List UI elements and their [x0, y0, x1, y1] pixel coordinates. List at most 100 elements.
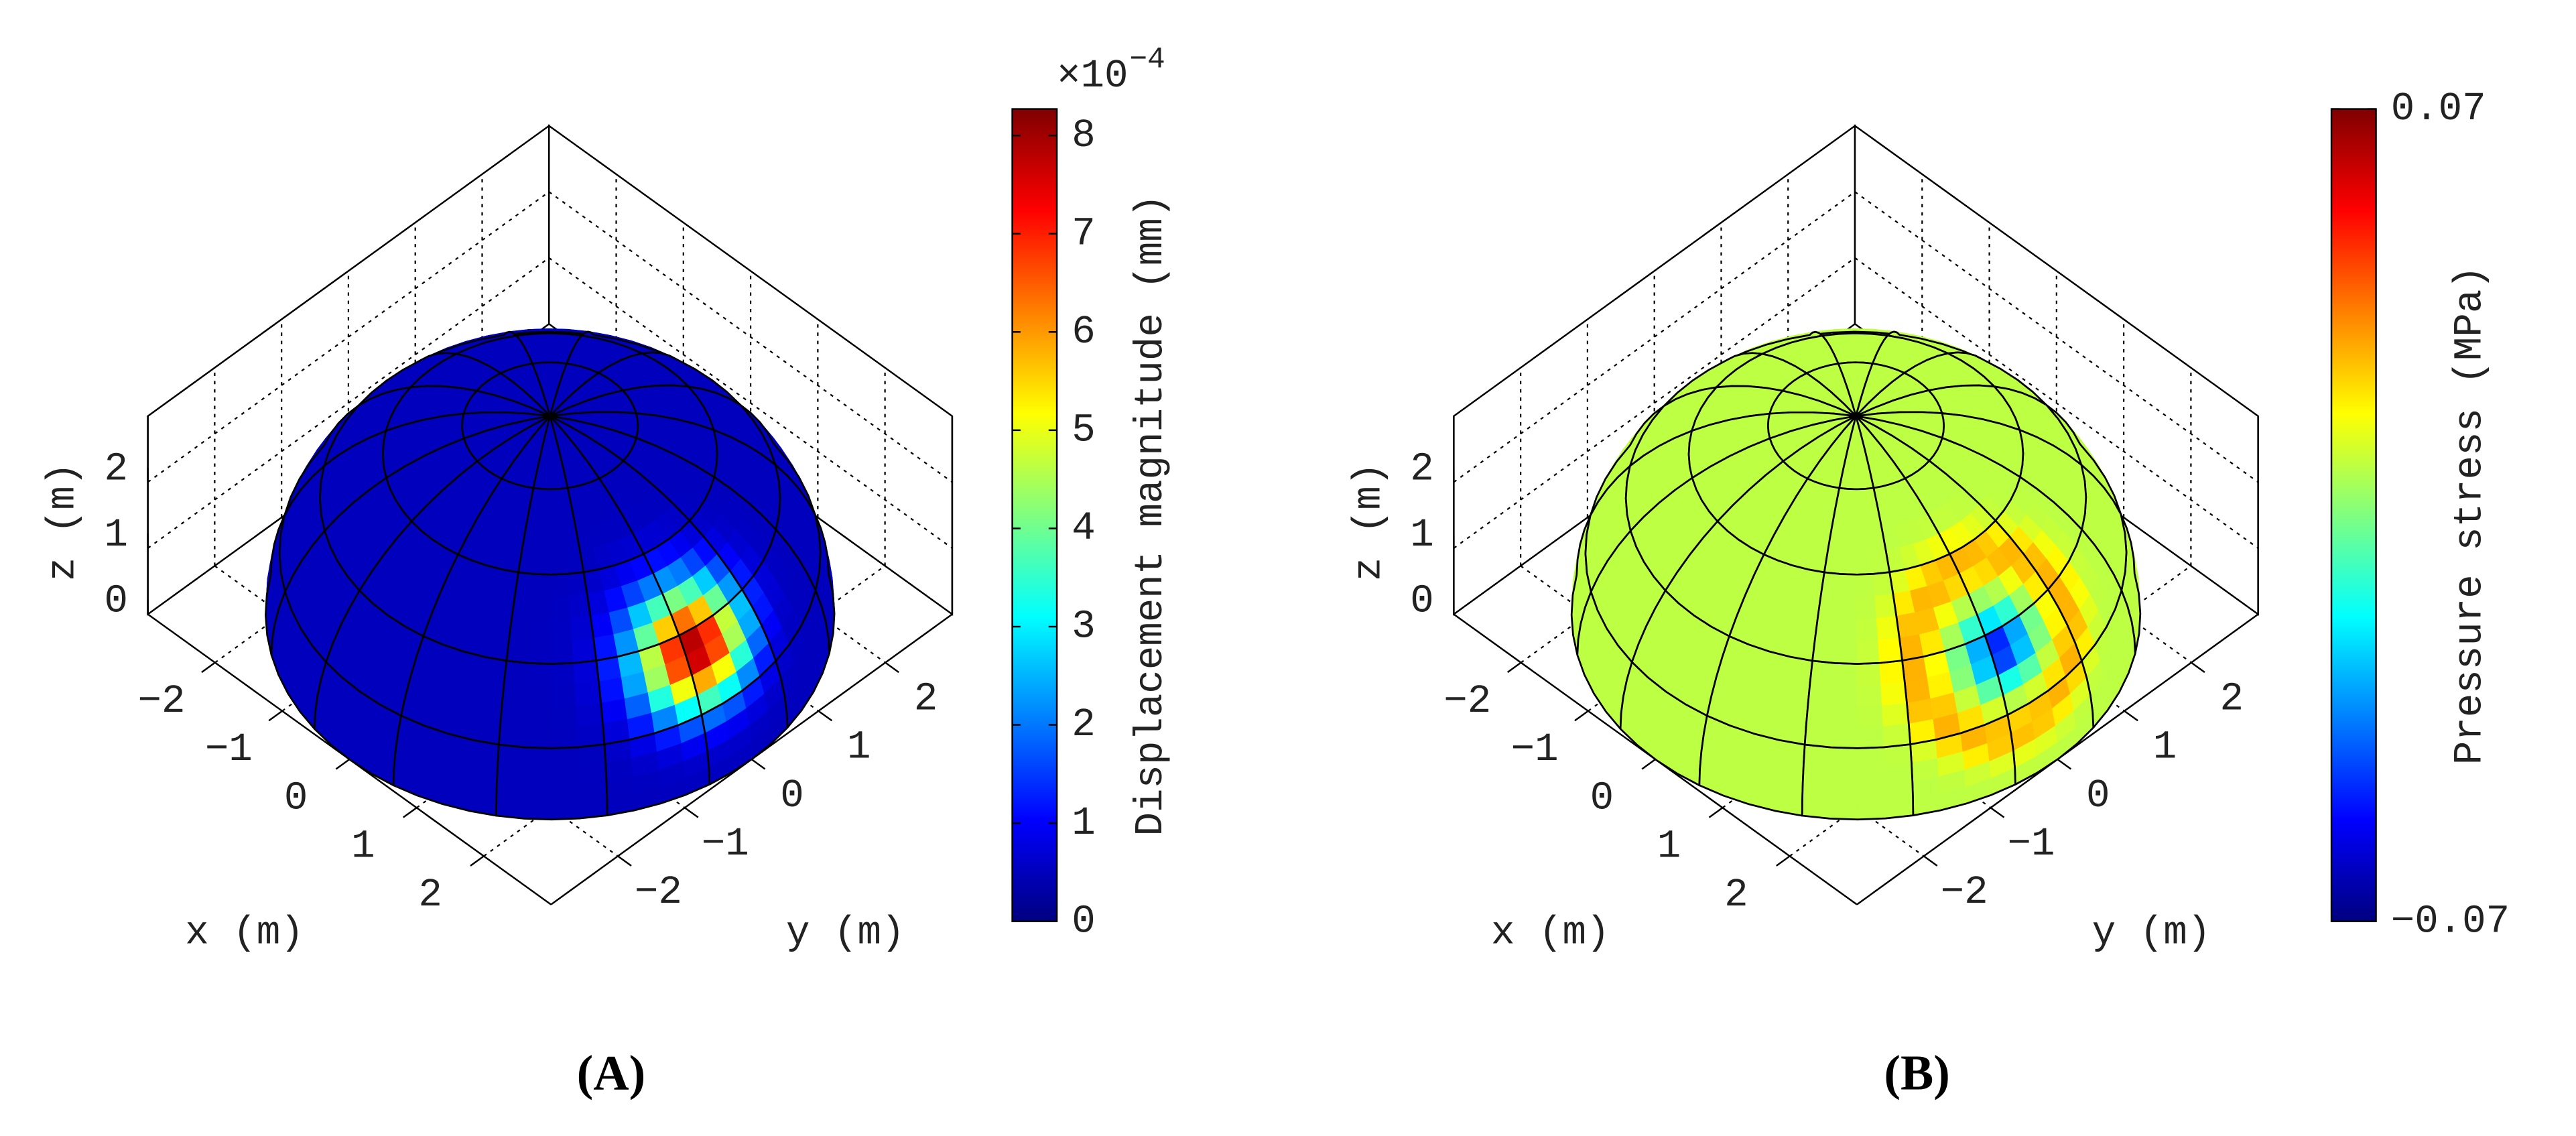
surface-patch	[1845, 488, 1858, 511]
surface-patch	[1829, 802, 1858, 820]
surface-patch	[1856, 662, 1882, 687]
surface-patch	[503, 659, 530, 686]
surface-patch	[533, 551, 552, 576]
surface-patch	[576, 702, 604, 728]
surface-patch	[497, 744, 526, 767]
surface-patch	[1802, 763, 1831, 786]
x-tick-label: 1	[1657, 824, 1681, 869]
colorbar	[1011, 108, 1058, 922]
surface-patch	[1842, 529, 1858, 554]
surface-patch	[496, 763, 525, 786]
x-tick-label: 0	[284, 775, 308, 820]
y-tick	[2124, 710, 2138, 722]
colorbar-tick-label: 8	[1072, 113, 1095, 158]
y-tick-label: 1	[847, 725, 871, 770]
colorbar-tick-label: 0.07	[2391, 86, 2486, 131]
y-tick-label: −2	[635, 870, 682, 915]
surface-patch	[1811, 638, 1837, 664]
surface-patch	[526, 684, 552, 708]
surface-patch	[1814, 616, 1838, 642]
surface-patch	[499, 703, 527, 728]
x-tick	[1708, 807, 1724, 818]
x-tick-label: −1	[1511, 727, 1559, 772]
surface-patch	[535, 529, 552, 554]
y-tick-label: 2	[914, 676, 938, 721]
surface-patch	[1857, 726, 1885, 749]
colorbar-multiplier: ×10	[1057, 54, 1128, 99]
y-axis-label: y (m)	[786, 911, 905, 956]
y-tick-label: −1	[2007, 822, 2055, 867]
grid-line	[548, 257, 953, 549]
mesh-edge	[505, 571, 598, 665]
z-tick-label: 1	[1410, 513, 1433, 558]
surface-patch	[1854, 344, 1869, 354]
surface-patch	[551, 802, 580, 820]
surface-patch	[550, 595, 572, 620]
surface-patch	[1829, 766, 1858, 787]
y-tick	[818, 710, 833, 722]
mesh-edge	[1811, 571, 1903, 665]
surface-patch	[1857, 746, 1886, 769]
x-tick-label: 2	[1724, 873, 1748, 918]
surface-patch	[1856, 705, 1884, 729]
surface-patch	[525, 706, 553, 729]
x-tick-label: 0	[1590, 775, 1614, 820]
surface-patch	[574, 681, 602, 707]
colorbar-exponent: −4	[1129, 43, 1165, 76]
surface-patch	[549, 361, 559, 375]
x-tick	[201, 661, 216, 674]
surface-patch	[1847, 468, 1858, 490]
y-tick-label: 2	[2220, 676, 2244, 721]
y-tick	[684, 807, 699, 818]
surface-patch	[551, 765, 580, 787]
grid-line	[548, 191, 953, 483]
surface-patch	[541, 468, 552, 490]
x-tick-label: −1	[205, 727, 253, 772]
surface-patch	[523, 747, 553, 769]
z-tick-label: 2	[1410, 446, 1433, 491]
surface-patch	[528, 640, 552, 665]
surface-patch	[1856, 617, 1880, 643]
panel-label: (B)	[1884, 1046, 1949, 1100]
surface-patch	[551, 684, 578, 708]
surface-patch	[1829, 747, 1858, 769]
x-axis-label: x (m)	[185, 911, 304, 956]
colorbar-tick-label: 0	[1072, 899, 1095, 944]
surface-patch	[1856, 595, 1878, 620]
panel-label: (A)	[577, 1046, 646, 1100]
z-tick-label: 0	[1410, 578, 1433, 623]
surface-patch	[532, 573, 552, 598]
surface-patch	[551, 726, 579, 749]
x-tick-label: 2	[418, 873, 442, 918]
surface-patch	[523, 766, 553, 787]
colorbar-tick-label: 5	[1072, 407, 1095, 452]
surface-patch	[1843, 509, 1858, 531]
surface-patch	[576, 723, 605, 748]
surface-patch	[1856, 551, 1874, 576]
surface-patch	[548, 337, 565, 346]
surface-patch	[1805, 703, 1833, 728]
surface-patch	[548, 352, 561, 363]
surface-patch	[495, 781, 525, 804]
y-tick-label: −2	[1941, 870, 1988, 915]
surface-patch	[1878, 637, 1903, 664]
surface-patch	[1882, 723, 1911, 748]
surface-patch	[1879, 659, 1906, 686]
x-tick	[1574, 710, 1589, 722]
x-tick	[1506, 661, 1522, 674]
y-axis-label: y (m)	[2092, 911, 2211, 956]
x-tick	[268, 710, 283, 722]
x-axis-label: x (m)	[1491, 911, 1610, 956]
surface-patch	[1838, 573, 1858, 598]
x-tick	[1641, 759, 1656, 770]
surface-patch	[1793, 612, 1819, 640]
surface-patch	[1884, 763, 1913, 786]
surface-patch	[550, 551, 568, 576]
surface-patch	[1831, 684, 1858, 708]
z-tick-label: 1	[105, 513, 128, 558]
surface-patch	[1809, 659, 1836, 686]
colorbar-tick-label: 7	[1072, 211, 1095, 256]
